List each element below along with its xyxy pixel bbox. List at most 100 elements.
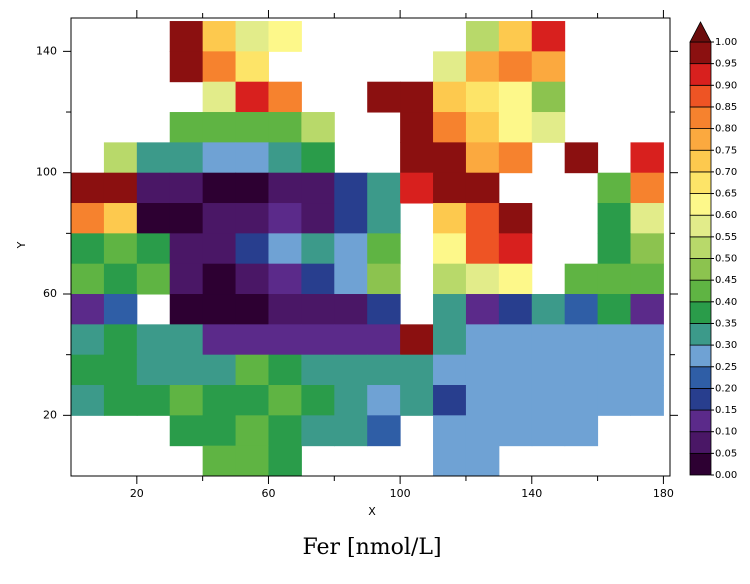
colorbar-band [689,236,712,259]
y-tick-label: 60 [43,287,57,300]
cell [136,233,171,265]
cell [235,81,269,113]
cell [400,172,434,204]
cell [235,445,269,477]
cell [465,354,500,386]
cell [400,81,434,113]
cell [367,233,401,265]
colorbar-band [689,279,712,303]
cell [597,203,632,234]
cell [71,172,105,204]
cell [433,294,467,325]
colorbar-label: 0.55 [715,232,737,243]
cell [465,385,500,416]
cell [169,112,204,143]
cell [400,354,434,386]
cell [630,263,664,295]
colorbar-band [689,301,712,324]
colorbar-band [689,84,712,108]
cell [367,324,401,356]
colorbar-band [689,171,712,194]
cell [71,385,105,416]
cell [630,354,664,386]
cell [103,233,138,265]
cell [235,51,269,83]
cell [334,354,368,386]
cell [564,415,599,447]
cell [136,354,171,386]
colorbar-label: 0.70 [715,167,737,178]
cell [169,21,204,52]
cell [465,294,500,325]
cell [169,324,204,356]
chart-title: Fer [nmol/L] [302,535,441,560]
colorbar-band [689,409,712,433]
cell [202,142,237,174]
cell [202,81,237,113]
cell [103,142,138,174]
cell [334,203,368,234]
cell [301,324,335,356]
cell [630,172,664,204]
cell [235,385,269,416]
cell [169,203,204,234]
cell [301,263,335,295]
cell [433,112,467,143]
cell [334,233,368,265]
cell [465,21,500,52]
cell [367,385,401,416]
cell [433,324,467,356]
cell [400,142,434,174]
cell [597,385,632,416]
cell [367,354,401,386]
cell [367,203,401,234]
cell [465,263,500,295]
cell [235,324,269,356]
cell [498,354,533,386]
cell [202,354,237,386]
cell [301,203,335,234]
cell [202,415,237,447]
colorbar-label: 0.75 [715,145,737,156]
cell [71,294,105,325]
cell [202,21,237,52]
cell [71,354,105,386]
cell [630,385,664,416]
cell [268,233,302,265]
cell [235,354,269,386]
cell [169,142,204,174]
cell [103,324,138,356]
cell [71,263,105,295]
colorbar-band [689,258,712,281]
colorbar-band [689,41,712,65]
cell [367,415,401,447]
cell [268,203,302,234]
cell [202,445,237,477]
cell [169,294,204,325]
x-tick-label: 60 [261,487,275,500]
cell [597,172,632,204]
cell [400,324,434,356]
cell [564,385,599,416]
y-tick-label: 140 [36,44,57,57]
cell [136,172,171,204]
colorbar-band [689,128,712,151]
cell [465,203,500,234]
cell [433,142,467,174]
cell [202,385,237,416]
cell [268,112,302,143]
cell [202,112,237,143]
cell [630,324,664,356]
cell [169,415,204,447]
colorbar-band [689,366,712,389]
x-tick-label: 140 [521,487,542,500]
colorbar-label: 0.20 [715,383,737,394]
cell [202,203,237,234]
cell [103,263,138,295]
cell [268,445,302,477]
cell [202,172,237,204]
cell [630,294,664,325]
plot-frame [70,17,671,477]
cell [630,142,664,174]
cell [531,21,566,52]
